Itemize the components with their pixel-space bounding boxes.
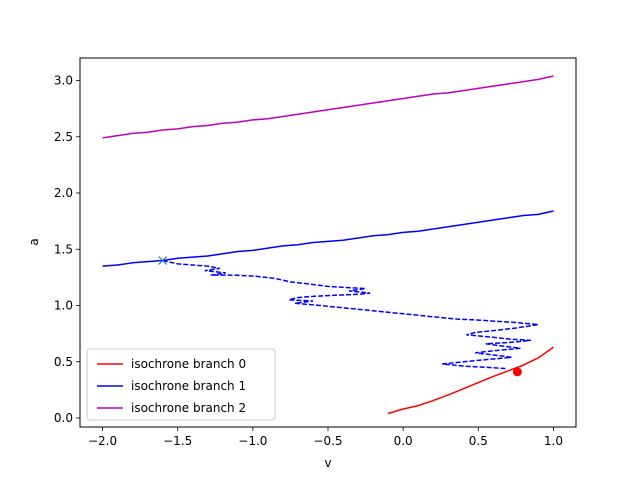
y-tick-label: 0.0 — [54, 411, 73, 425]
x-marker — [158, 256, 168, 265]
legend-label-branch-1: isochrone branch 1 — [131, 379, 246, 393]
series-line-branch-2 — [102, 75, 554, 139]
x-tick-label: −1.0 — [238, 434, 267, 448]
series-line-branch-0 — [387, 346, 554, 415]
x-axis-label: v — [324, 456, 331, 470]
legend-label-branch-2: isochrone branch 2 — [131, 401, 246, 415]
series-line-branch-1 — [102, 210, 554, 267]
y-axis-ticks: 0.0 0.5 1.0 1.5 2.0 2.5 3.0 — [54, 74, 80, 425]
y-tick-label: 2.0 — [54, 186, 73, 200]
markers — [158, 256, 522, 377]
legend-label-branch-0: isochrone branch 0 — [131, 357, 246, 371]
legend: isochrone branch 0 isochrone branch 1 is… — [86, 348, 276, 421]
x-tick-label: 0.5 — [469, 434, 488, 448]
y-tick-label: 3.0 — [54, 74, 73, 88]
legend-box — [86, 348, 276, 421]
y-tick-label: 1.5 — [54, 242, 73, 256]
dashed-trajectory-line — [162, 259, 539, 370]
x-axis-ticks: −2.0 −1.5 −1.0 −0.5 0.0 0.5 1.0 — [88, 427, 563, 448]
y-tick-label: 0.5 — [54, 355, 73, 369]
x-tick-label: 1.0 — [544, 434, 563, 448]
y-tick-label: 1.0 — [54, 299, 73, 313]
x-tick-label: 0.0 — [394, 434, 413, 448]
x-tick-label: −1.5 — [163, 434, 192, 448]
x-tick-label: −0.5 — [313, 434, 342, 448]
dot-marker — [512, 367, 522, 377]
series-lines — [102, 75, 554, 415]
x-tick-label: −2.0 — [88, 434, 117, 448]
y-axis-label: a — [27, 238, 41, 245]
y-tick-label: 2.5 — [54, 130, 73, 144]
